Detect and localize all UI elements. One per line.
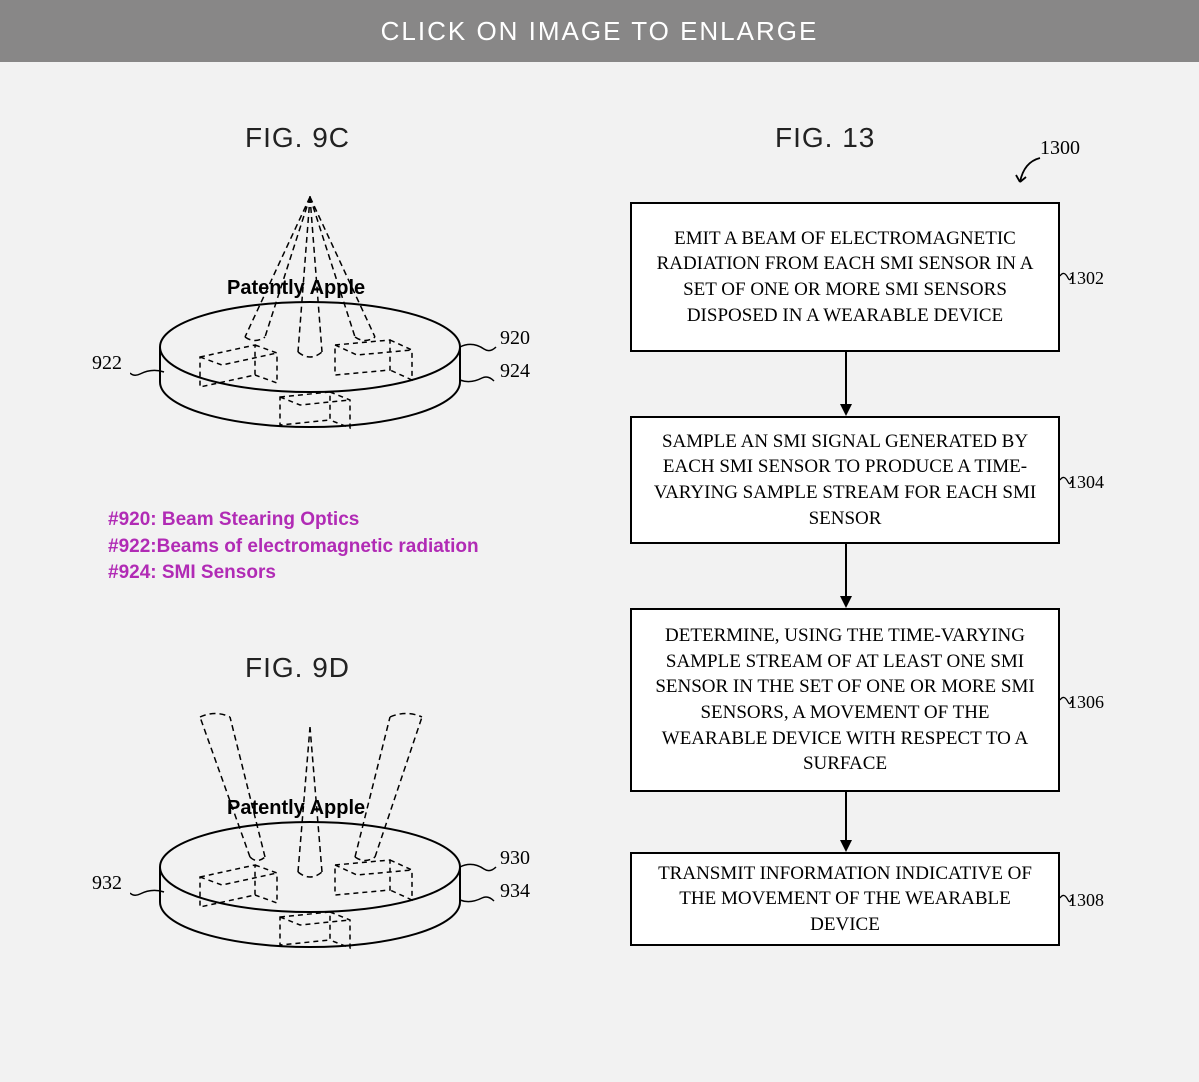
- arrow-2-3: [838, 544, 854, 608]
- fig9c-ref-924: 924: [500, 360, 530, 383]
- enlarge-banner[interactable]: CLICK ON IMAGE TO ENLARGE: [0, 0, 1199, 62]
- fig13-1300-arrow: [1010, 154, 1050, 194]
- fig9d-title: FIG. 9D: [245, 652, 350, 684]
- fig9c-watermark: Patently Apple: [227, 277, 365, 300]
- fig9c-ref-922: 922: [92, 352, 122, 375]
- fig9d-ref-934: 934: [500, 880, 530, 903]
- fig9d-watermark: Patently Apple: [227, 797, 365, 820]
- legend-924: #924: SMI Sensors: [108, 560, 479, 587]
- figure-canvas: FIG. 9C Patently Apple: [0, 62, 1199, 1082]
- fig9d-ref-932: 932: [92, 872, 122, 895]
- fig9c-ref-920: 920: [500, 327, 530, 350]
- flow-ref-1302: 1302: [1068, 268, 1104, 289]
- arrow-1-2: [838, 352, 854, 416]
- fig9d-drawing: [130, 692, 530, 952]
- flow-box-4: TRANSMIT INFORMATION INDICATIVE OF THE M…: [630, 852, 1060, 946]
- legend-920: #920: Beam Stearing Optics: [108, 507, 479, 534]
- flow-box-3: DETERMINE, USING THE TIME-VARYING SAMPLE…: [630, 608, 1060, 792]
- flow-box-1: EMIT A BEAM OF ELECTROMAGNETIC RADIATION…: [630, 202, 1060, 352]
- arrow-3-4: [838, 792, 854, 852]
- fig9c-drawing: [130, 172, 530, 432]
- fig9c-title: FIG. 9C: [245, 122, 350, 154]
- flow-ref-1308: 1308: [1068, 890, 1104, 911]
- fig9d-ref-930: 930: [500, 847, 530, 870]
- fig13-title: FIG. 13: [775, 122, 875, 154]
- flow-ref-1304: 1304: [1068, 472, 1104, 493]
- flow-ref-1306: 1306: [1068, 692, 1104, 713]
- legend: #920: Beam Stearing Optics #922:Beams of…: [108, 507, 479, 587]
- legend-922: #922:Beams of electromagnetic radiation: [108, 534, 479, 561]
- flow-box-2: SAMPLE AN SMI SIGNAL GENERATED BY EACH S…: [630, 416, 1060, 544]
